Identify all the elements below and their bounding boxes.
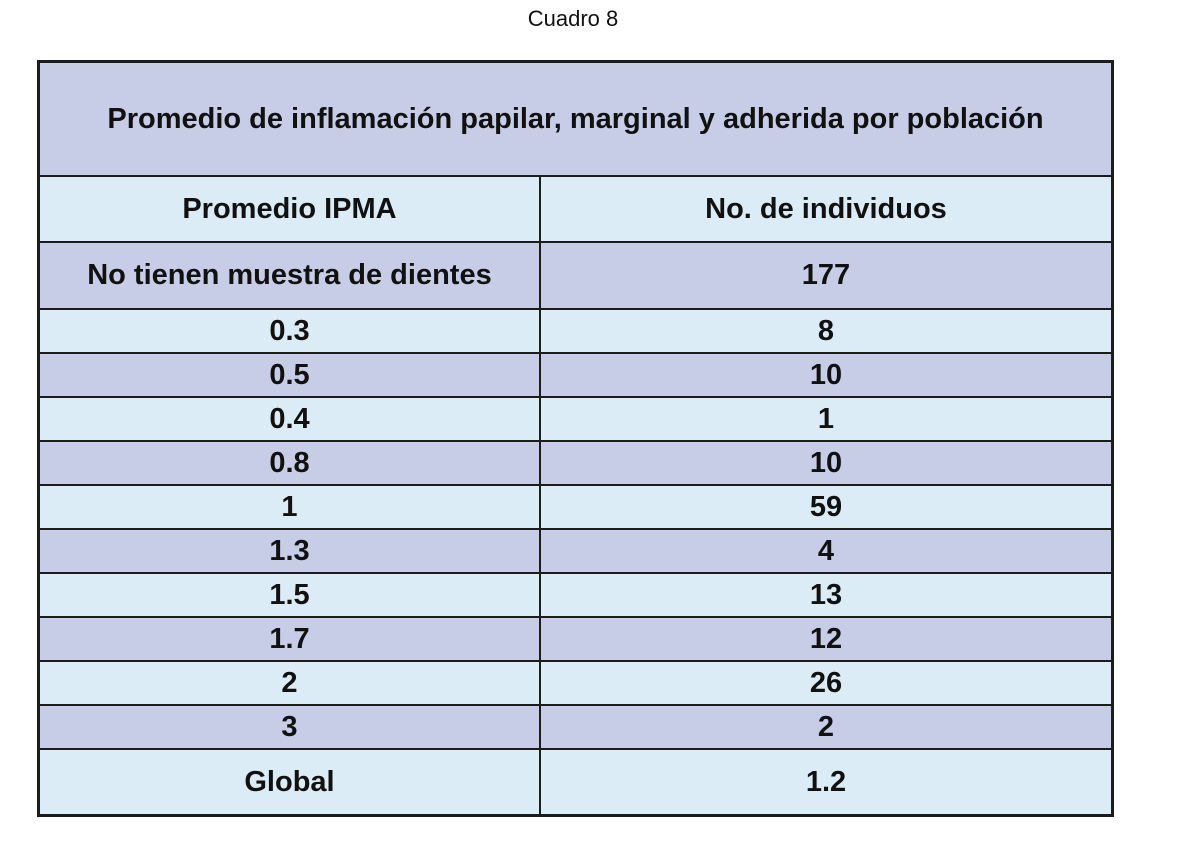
table-row: 3 2 <box>37 704 1114 750</box>
cell-ipma: 1 <box>37 484 541 530</box>
cell-ipma: 1.5 <box>37 572 541 618</box>
cell-individuos: 8 <box>538 308 1114 354</box>
header-row: Promedio IPMA No. de individuos <box>37 175 1114 243</box>
table-row: 1.5 13 <box>37 572 1114 618</box>
table-row: 0.5 10 <box>37 352 1114 398</box>
cell-individuos: 12 <box>538 616 1114 662</box>
table-row: 0.4 1 <box>37 396 1114 442</box>
column-header-ipma: Promedio IPMA <box>37 175 541 243</box>
table-row: 0.3 8 <box>37 308 1114 354</box>
table-row: 1 59 <box>37 484 1114 530</box>
table-row: 0.8 10 <box>37 440 1114 486</box>
cell-individuos: 10 <box>538 440 1114 486</box>
cell-ipma: Global <box>37 748 541 817</box>
table-row: 1.3 4 <box>37 528 1114 574</box>
cell-individuos: 10 <box>538 352 1114 398</box>
table-row: 2 26 <box>37 660 1114 706</box>
table-row: Global 1.2 <box>37 748 1114 817</box>
cell-ipma: 1.7 <box>37 616 541 662</box>
cell-individuos: 4 <box>538 528 1114 574</box>
title-row: Promedio de inflamación papilar, margina… <box>37 60 1114 177</box>
cell-individuos: 1 <box>538 396 1114 442</box>
cell-ipma: No tienen muestra de dientes <box>37 241 541 310</box>
cell-individuos: 26 <box>538 660 1114 706</box>
cell-ipma: 3 <box>37 704 541 750</box>
cell-ipma: 0.8 <box>37 440 541 486</box>
cell-individuos: 1.2 <box>538 748 1114 817</box>
cell-ipma: 0.4 <box>37 396 541 442</box>
cell-individuos: 59 <box>538 484 1114 530</box>
cell-ipma: 1.3 <box>37 528 541 574</box>
cell-individuos: 2 <box>538 704 1114 750</box>
cell-ipma: 2 <box>37 660 541 706</box>
column-header-individuos: No. de individuos <box>538 175 1114 243</box>
table-title: Promedio de inflamación papilar, margina… <box>37 60 1114 177</box>
data-table: Promedio de inflamación papilar, margina… <box>37 60 1114 817</box>
cell-individuos: 13 <box>538 572 1114 618</box>
table-row: No tienen muestra de dientes 177 <box>37 241 1114 310</box>
table-row: 1.7 12 <box>37 616 1114 662</box>
table-caption: Cuadro 8 <box>527 6 619 31</box>
cell-individuos: 177 <box>538 241 1114 310</box>
cell-ipma: 0.3 <box>37 308 541 354</box>
cell-ipma: 0.5 <box>37 352 541 398</box>
